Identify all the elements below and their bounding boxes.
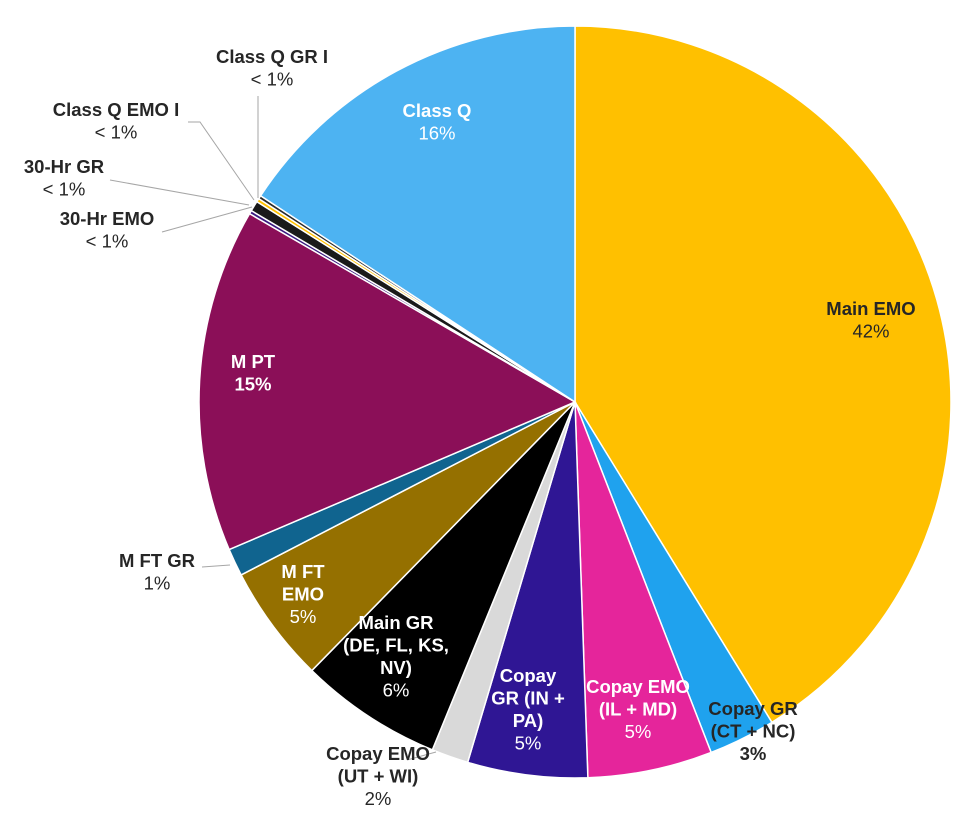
- slice-name-line: PA): [513, 710, 544, 731]
- slice-name-line: Main EMO: [826, 298, 915, 319]
- slice-name-line: GR (IN +: [491, 688, 565, 709]
- slice-percent: < 1%: [95, 122, 138, 143]
- leader-line: [161, 206, 253, 233]
- slice-name-line: (CT + NC): [711, 721, 796, 742]
- slice-label: Copay GR (CT + NC) 3%: [708, 698, 797, 764]
- slice-label: Copay EMO (IL + MD) 5%: [586, 676, 690, 742]
- slice-percent: < 1%: [251, 69, 294, 90]
- leader-line: [109, 179, 250, 206]
- slice-percent: 42%: [852, 321, 889, 342]
- slice-label: Copay GR (IN + PA) 5%: [491, 665, 565, 754]
- slice-label: 30-Hr EMO < 1%: [60, 208, 155, 252]
- slice-label: Class Q 16%: [403, 100, 472, 144]
- slice-name-line: (IL + MD): [599, 699, 677, 720]
- slice-name-line: M FT: [281, 561, 325, 582]
- slice-name-line: NV): [380, 657, 412, 678]
- slice-label: M FT EMO 5%: [281, 561, 325, 627]
- slice-percent: < 1%: [43, 179, 86, 200]
- slice-percent: 3%: [740, 743, 767, 764]
- slice-percent: 2%: [365, 788, 392, 809]
- slice-name-line: (UT + WI): [338, 766, 419, 787]
- slice-label: M PT 15%: [231, 351, 276, 395]
- slice-name-line: Copay EMO: [586, 676, 690, 697]
- slice-percent: 16%: [418, 123, 455, 144]
- slice-name-line: Copay GR: [708, 698, 797, 719]
- slice-label: 30-Hr GR < 1%: [24, 156, 104, 200]
- slice-name-line: 30-Hr GR: [24, 156, 104, 177]
- slice-percent: < 1%: [86, 231, 129, 252]
- slice-percent: 5%: [625, 721, 652, 742]
- slice-name-line: Copay EMO: [326, 743, 430, 764]
- slice-label: Main GR (DE, FL, KS, NV) 6%: [343, 612, 449, 701]
- leader-line: [188, 121, 255, 201]
- slice-name-line: (DE, FL, KS,: [343, 635, 449, 656]
- slice-percent: 6%: [383, 680, 410, 701]
- slice-label: Class Q EMO I < 1%: [53, 99, 179, 143]
- slice-name-line: M FT GR: [119, 550, 195, 571]
- slice-label: Copay EMO (UT + WI) 2%: [326, 743, 430, 809]
- slice-name-line: EMO: [282, 584, 324, 605]
- pie-slice-main-emo: [574, 25, 952, 724]
- slice-percent: 15%: [234, 374, 271, 395]
- slice-percent: 1%: [144, 573, 171, 594]
- slice-name-line: Copay: [500, 665, 557, 686]
- slice-name-line: Class Q GR I: [216, 46, 328, 67]
- pie-slice-main-gr-de-fl-ks-nv: [310, 401, 576, 751]
- pie-slice-m-pt: [198, 212, 577, 551]
- leader-line: [406, 751, 437, 761]
- slice-percent: 5%: [515, 733, 542, 754]
- leader-line: [201, 564, 231, 568]
- slice-label: Main EMO 42%: [826, 298, 915, 342]
- slice-percent: 5%: [290, 606, 317, 627]
- pie-slice-class-q: [259, 25, 576, 404]
- slice-name-line: M PT: [231, 351, 276, 372]
- slice-name-line: 30-Hr EMO: [60, 208, 155, 229]
- slice-name-line: Main GR: [358, 612, 433, 633]
- slice-name-line: Class Q: [403, 100, 472, 121]
- slice-label: Class Q GR I < 1%: [216, 46, 328, 90]
- slice-label: M FT GR 1%: [119, 550, 195, 594]
- slice-name-line: Class Q EMO I: [53, 99, 179, 120]
